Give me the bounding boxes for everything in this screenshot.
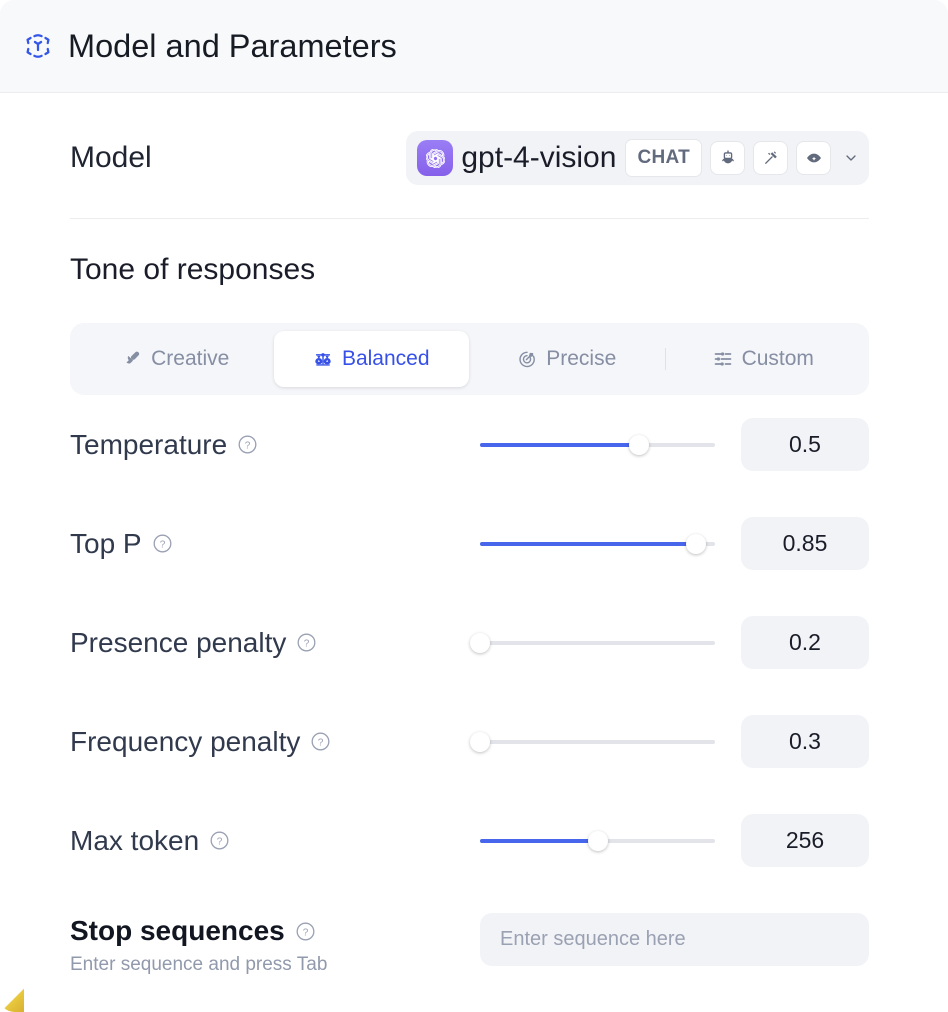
svg-text:?: ? <box>318 737 324 748</box>
svg-text:?: ? <box>302 927 308 938</box>
svg-text:?: ? <box>245 440 251 451</box>
svg-text:?: ? <box>217 836 223 847</box>
svg-text:?: ? <box>304 638 310 649</box>
svg-text:?: ? <box>159 539 165 550</box>
